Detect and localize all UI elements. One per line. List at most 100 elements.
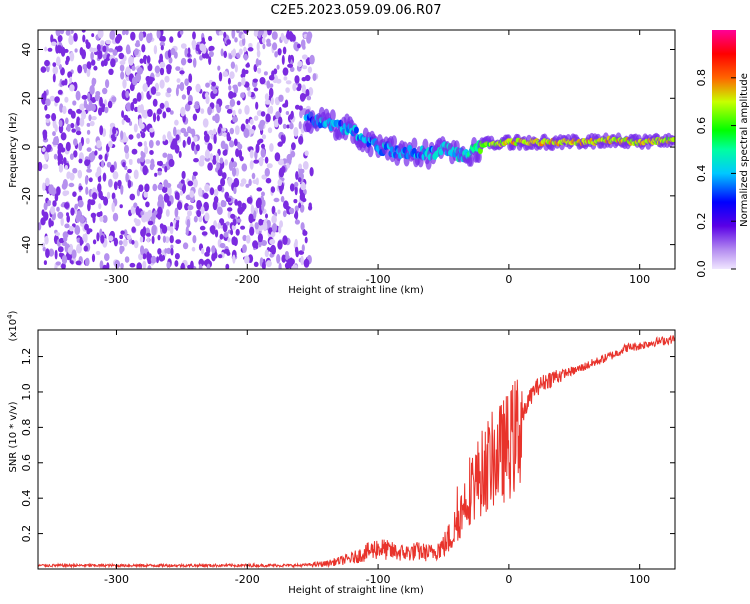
noise-dot <box>86 147 92 152</box>
snr-exponent-power: 4 <box>6 314 14 319</box>
noise-dot <box>269 105 274 115</box>
noise-dot <box>294 238 298 248</box>
noise-dot <box>200 206 205 215</box>
noise-dot <box>139 236 144 243</box>
snr-y-axis-label: SNR (10 * v/v) <box>8 401 19 472</box>
noise-dot <box>65 141 71 152</box>
noise-dot <box>304 236 308 244</box>
noise-dot <box>198 187 203 197</box>
noise-dot <box>131 76 138 86</box>
noise-dot <box>289 66 295 73</box>
noise-dot <box>294 213 297 219</box>
noise-dot <box>69 153 74 160</box>
snr-y-ticks: 0.2 0.4 0.6 0.8 1.0 1.2 <box>20 348 675 542</box>
noise-dot <box>170 244 174 249</box>
noise-dot <box>253 87 259 92</box>
noise-dot <box>187 204 194 211</box>
noise-dot <box>146 33 152 44</box>
noise-dot <box>74 225 81 235</box>
spectrogram-frame <box>37 29 676 270</box>
noise-dot <box>301 65 308 70</box>
noise-dot <box>252 179 259 184</box>
noise-dot <box>164 75 170 83</box>
noise-dot <box>149 127 155 133</box>
noise-dot <box>208 45 215 51</box>
noise-dot <box>264 99 271 105</box>
noise-dot <box>174 207 179 218</box>
noise-dot <box>61 255 68 265</box>
noise-dot <box>135 205 140 216</box>
noise-dot <box>226 39 232 45</box>
spectrogram-y-ticks: -40 -20 0 20 40 <box>20 43 675 254</box>
noise-dot <box>64 223 70 229</box>
noise-dot <box>254 222 259 230</box>
noise-dot <box>162 134 166 142</box>
noise-dot <box>99 125 104 136</box>
noise-dot <box>44 152 49 161</box>
signal-halo <box>391 135 397 148</box>
noise-dot <box>55 186 61 196</box>
noise-dot <box>167 200 172 207</box>
noise-dot <box>60 132 67 141</box>
noise-dot <box>231 167 237 177</box>
noise-dot <box>300 255 304 266</box>
noise-dot <box>232 218 237 226</box>
noise-dot <box>41 147 46 152</box>
noise-dot <box>81 49 86 60</box>
noise-dot <box>255 58 260 68</box>
noise-dot <box>237 200 242 208</box>
noise-dot <box>144 211 151 222</box>
noise-dot <box>90 97 97 103</box>
noise-dot <box>69 84 75 92</box>
noise-dot <box>65 117 69 125</box>
noise-dot <box>235 167 240 177</box>
noise-dot <box>180 262 185 269</box>
noise-dot <box>236 30 240 34</box>
noise-dot <box>205 82 210 88</box>
noise-dot <box>60 67 65 76</box>
noise-dot <box>45 98 51 106</box>
noise-dot <box>273 68 278 75</box>
noise-dot <box>243 128 250 139</box>
spectrogram-x-axis-label: Height of straight line (km) <box>288 285 424 296</box>
noise-dot <box>69 51 75 62</box>
noise-dot <box>253 159 260 164</box>
noise-dot <box>261 240 267 246</box>
noise-dot <box>217 169 223 177</box>
noise-dot <box>289 122 294 130</box>
noise-dot <box>112 212 119 222</box>
noise-dot <box>95 91 101 96</box>
noise-dot <box>146 232 151 237</box>
noise-dot <box>249 118 254 125</box>
noise-dot <box>86 168 92 173</box>
noise-dot <box>130 101 135 112</box>
noise-dot <box>102 87 108 95</box>
noise-dot <box>259 77 266 85</box>
noise-dot <box>116 45 123 52</box>
noise-dot <box>155 72 161 78</box>
noise-dot <box>101 160 105 168</box>
noise-dot <box>266 42 272 47</box>
noise-dot <box>79 236 83 246</box>
noise-dot <box>195 83 201 93</box>
noise-dot <box>152 98 158 107</box>
noise-dot <box>170 221 173 228</box>
noise-dot <box>125 102 132 112</box>
noise-dot <box>130 205 136 215</box>
noise-dot <box>282 103 289 108</box>
noise-dot <box>57 246 64 253</box>
noise-dot <box>229 140 235 148</box>
noise-dot <box>173 126 177 137</box>
noise-dot <box>117 179 122 187</box>
noise-dot <box>120 71 125 80</box>
y-tick-label: 0.8 <box>20 419 33 437</box>
noise-dot <box>261 134 267 140</box>
noise-dot <box>138 253 143 261</box>
noise-dot <box>204 212 210 222</box>
noise-dot <box>68 182 75 188</box>
noise-dot <box>142 260 147 269</box>
noise-dot <box>96 211 103 218</box>
noise-dot <box>202 118 209 128</box>
snr-exponent-open: (x10 <box>8 319 19 342</box>
noise-dot <box>125 172 129 183</box>
